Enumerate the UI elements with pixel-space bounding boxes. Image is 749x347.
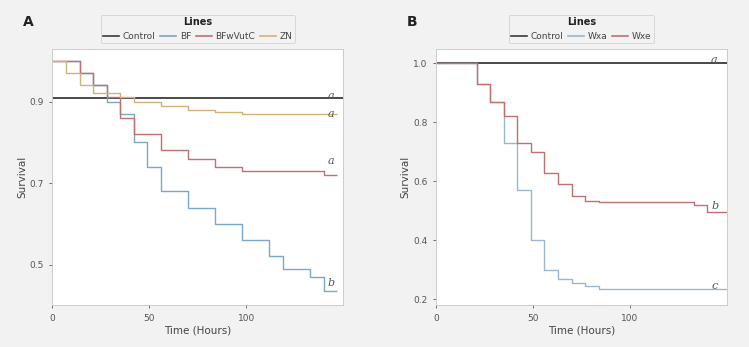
- Text: a: a: [711, 56, 718, 65]
- Text: B: B: [407, 15, 417, 29]
- Y-axis label: Survival: Survival: [401, 156, 410, 198]
- Text: b: b: [711, 202, 718, 211]
- X-axis label: Time (Hours): Time (Hours): [548, 325, 615, 336]
- Text: A: A: [23, 15, 34, 29]
- Y-axis label: Survival: Survival: [17, 156, 27, 198]
- Legend: Control, Wxa, Wxe: Control, Wxa, Wxe: [509, 15, 654, 43]
- Text: a: a: [327, 109, 334, 119]
- Legend: Control, BF, BFwVutC, ZN: Control, BF, BFwVutC, ZN: [100, 15, 295, 43]
- Text: b: b: [327, 278, 335, 288]
- Text: a: a: [327, 156, 334, 166]
- Text: a: a: [327, 91, 334, 101]
- Text: c: c: [711, 281, 718, 291]
- X-axis label: Time (Hours): Time (Hours): [164, 325, 231, 336]
